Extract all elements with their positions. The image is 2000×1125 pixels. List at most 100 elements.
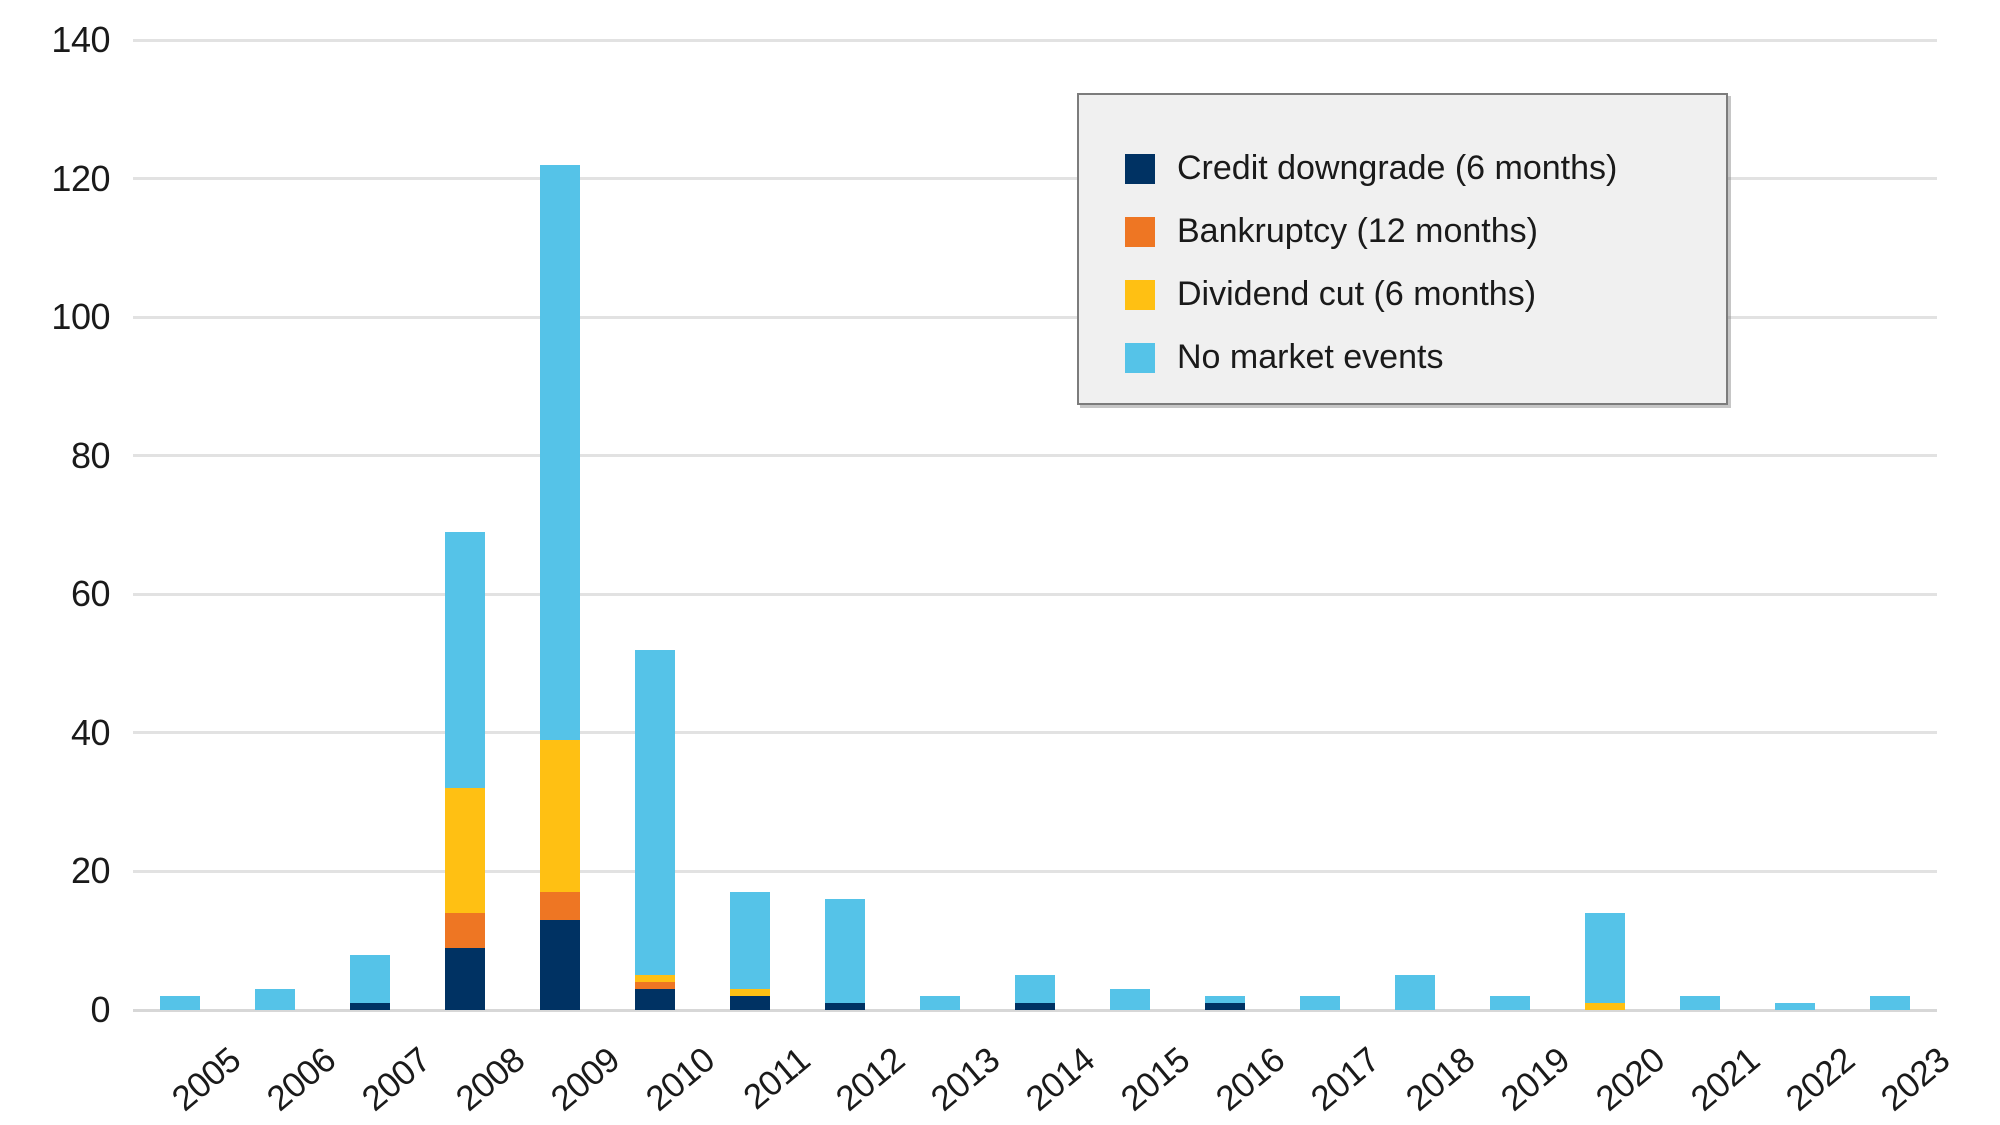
bar-2011 <box>730 40 771 1010</box>
bar-segment <box>635 982 676 990</box>
y-tick-label-140: 140 <box>51 19 110 60</box>
legend-label: No market events <box>1177 338 1444 376</box>
bar-segment <box>445 531 486 789</box>
bar-2012 <box>825 40 866 1010</box>
bar-segment <box>540 739 581 893</box>
x-tick-label-2010: 2010 <box>639 1040 723 1119</box>
bar-segment <box>445 913 486 948</box>
gridline-y-80 <box>133 454 1937 458</box>
bar-2008 <box>445 40 486 1010</box>
x-tick-label-2008: 2008 <box>449 1040 533 1119</box>
y-tick-label-80: 80 <box>70 434 111 476</box>
gridline-y-40 <box>133 731 1937 735</box>
x-tick-label-2020: 2020 <box>1588 1040 1672 1119</box>
x-tick-label-2016: 2016 <box>1208 1040 1292 1119</box>
legend-item: Dividend cut (6 months) <box>1125 263 1726 326</box>
bar-segment <box>730 989 771 997</box>
legend-swatch-icon <box>1125 153 1155 184</box>
y-tick-label-100: 100 <box>51 296 110 338</box>
bar-segment <box>920 996 961 1010</box>
bar-segment <box>445 947 486 1010</box>
bar-segment <box>1015 975 1055 1004</box>
bar-2010 <box>635 40 676 1010</box>
x-tick-label-2022: 2022 <box>1778 1040 1862 1119</box>
bar-segment <box>1204 996 1245 1004</box>
bar-2018 <box>1394 40 1435 1010</box>
legend-swatch-icon <box>1125 279 1155 310</box>
bar-segment <box>730 892 771 990</box>
bar-2020 <box>1584 40 1625 1010</box>
bar-2006 <box>255 40 296 1010</box>
x-tick-label-2018: 2018 <box>1398 1040 1482 1119</box>
bar-2009 <box>540 40 581 1010</box>
bar-segment <box>1394 975 1435 1010</box>
bar-2023 <box>1869 40 1910 1010</box>
bar-2016 <box>1204 40 1245 1010</box>
bar-segment <box>825 899 866 1004</box>
bar-segment <box>1015 1003 1055 1010</box>
gridline-y-100 <box>133 315 1937 319</box>
gridline-y-20 <box>133 869 1937 873</box>
bar-2013 <box>920 40 961 1010</box>
bar-segment <box>1679 996 1720 1010</box>
gridline-y-120 <box>133 177 1937 181</box>
bar-segment <box>1584 913 1625 1004</box>
bar-segment <box>1584 1003 1625 1010</box>
bar-2021 <box>1679 40 1720 1010</box>
bar-segment <box>730 996 771 1010</box>
bar-segment <box>350 954 391 1004</box>
gridline-y-0 <box>133 1008 1937 1012</box>
bar-segment <box>635 975 676 983</box>
bar-2022 <box>1774 40 1815 1010</box>
x-tick-label-2013: 2013 <box>923 1040 1008 1119</box>
legend-item: No market events <box>1125 326 1726 389</box>
plot-area <box>133 38 1937 1012</box>
legend-item: Bankruptcy (12 months) <box>1125 200 1726 263</box>
bar-2007 <box>350 40 391 1010</box>
x-tick-label-2014: 2014 <box>1018 1040 1103 1119</box>
legend-label: Dividend cut (6 months) <box>1177 275 1537 313</box>
bar-segment <box>540 892 581 920</box>
legend-swatch-icon <box>1125 342 1155 373</box>
bar-segment <box>350 1003 391 1010</box>
bar-segment <box>1109 989 1150 1010</box>
legend-swatch-icon <box>1125 216 1155 247</box>
bar-2014 <box>1015 40 1055 1010</box>
x-tick-label-2017: 2017 <box>1303 1040 1387 1119</box>
bar-segment <box>1204 1003 1245 1010</box>
legend-item: Credit downgrade (6 months) <box>1125 137 1726 200</box>
bar-segment <box>1869 996 1910 1010</box>
bar-2005 <box>160 40 201 1010</box>
legend: Credit downgrade (6 months) Bankruptcy (1… <box>1077 93 1728 405</box>
x-tick-label-2015: 2015 <box>1113 1040 1198 1119</box>
y-tick-label-40: 40 <box>70 711 111 753</box>
x-tick-label-2007: 2007 <box>354 1040 438 1119</box>
bar-segment <box>635 989 676 1010</box>
x-tick-label-2023: 2023 <box>1873 1040 1957 1119</box>
y-tick-label-120: 120 <box>51 157 110 199</box>
y-tick-label-0: 0 <box>90 989 110 1030</box>
x-tick-label-2019: 2019 <box>1493 1040 1577 1119</box>
x-tick-label-2005: 2005 <box>164 1040 248 1119</box>
bar-segment <box>1489 996 1530 1010</box>
x-tick-label-2021: 2021 <box>1683 1040 1767 1119</box>
bar-segment <box>160 996 201 1010</box>
bar-segment <box>255 989 296 1010</box>
gridline-y-60 <box>133 592 1937 596</box>
x-tick-label-2006: 2006 <box>259 1040 343 1119</box>
x-tick-label-2009: 2009 <box>544 1040 628 1119</box>
y-tick-label-60: 60 <box>70 573 111 615</box>
x-tick-label-2012: 2012 <box>828 1040 913 1119</box>
legend-label: Credit downgrade (6 months) <box>1177 149 1618 187</box>
bar-segment <box>445 788 486 913</box>
bar-2019 <box>1489 40 1530 1010</box>
y-tick-label-20: 20 <box>70 850 111 892</box>
bar-2015 <box>1109 40 1150 1010</box>
bar-segment <box>1299 996 1340 1010</box>
bar-segment <box>825 1003 866 1010</box>
gridline-y-140 <box>133 38 1937 42</box>
legend-label: Bankruptcy (12 months) <box>1177 212 1538 250</box>
bar-segment <box>540 919 581 1010</box>
bar-segment <box>635 649 676 976</box>
